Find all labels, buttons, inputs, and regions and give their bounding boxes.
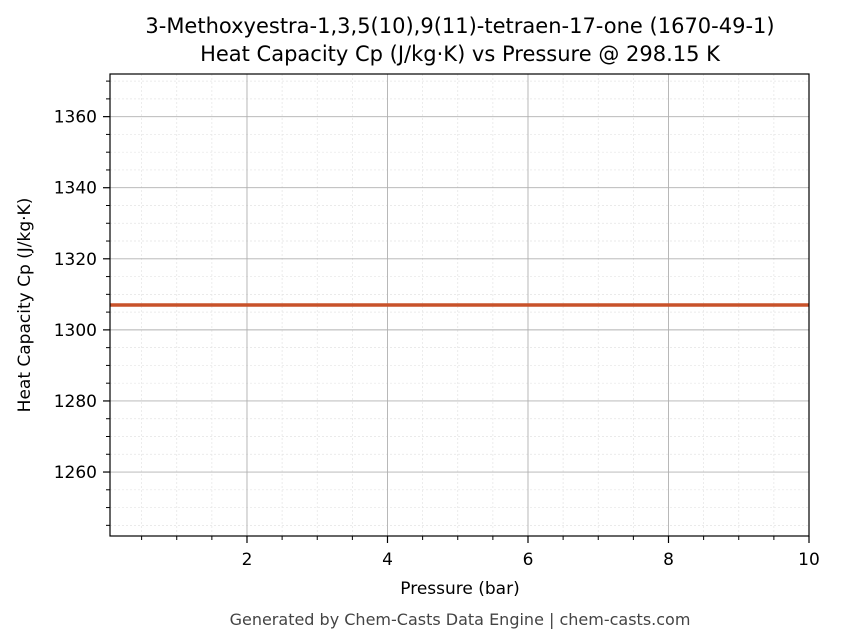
footer-credit: Generated by Chem-Casts Data Engine | ch… xyxy=(230,610,691,629)
y-tick-label: 1360 xyxy=(54,108,97,128)
x-axis-label: Pressure (bar) xyxy=(400,579,519,599)
chart-title: 3-Methoxyestra-1,3,5(10),9(11)-tetraen-1… xyxy=(145,14,774,38)
y-axis-label: Heat Capacity Cp (J/kg·K) xyxy=(15,198,35,413)
x-tick-label: 8 xyxy=(663,550,674,570)
y-tick-label: 1260 xyxy=(54,463,97,483)
x-tick-label: 4 xyxy=(382,550,393,570)
x-tick-label: 2 xyxy=(242,550,253,570)
plot-frame xyxy=(109,73,810,537)
y-tick-label: 1320 xyxy=(54,250,97,270)
x-tick-labels: 2 4 6 8 10 xyxy=(242,550,820,570)
y-tick-label: 1340 xyxy=(54,179,97,199)
axis-ticks xyxy=(103,80,810,543)
y-tick-label: 1280 xyxy=(54,392,97,412)
y-tick-label: 1300 xyxy=(54,321,97,341)
x-tick-label: 6 xyxy=(523,550,534,570)
y-tick-labels: 1260 1280 1300 1320 1340 1360 xyxy=(54,108,97,483)
chart-subtitle: Heat Capacity Cp (J/kg·K) vs Pressure @ … xyxy=(200,42,721,66)
minor-grid xyxy=(110,74,809,536)
major-grid xyxy=(110,74,810,536)
x-tick-label: 10 xyxy=(798,550,820,570)
